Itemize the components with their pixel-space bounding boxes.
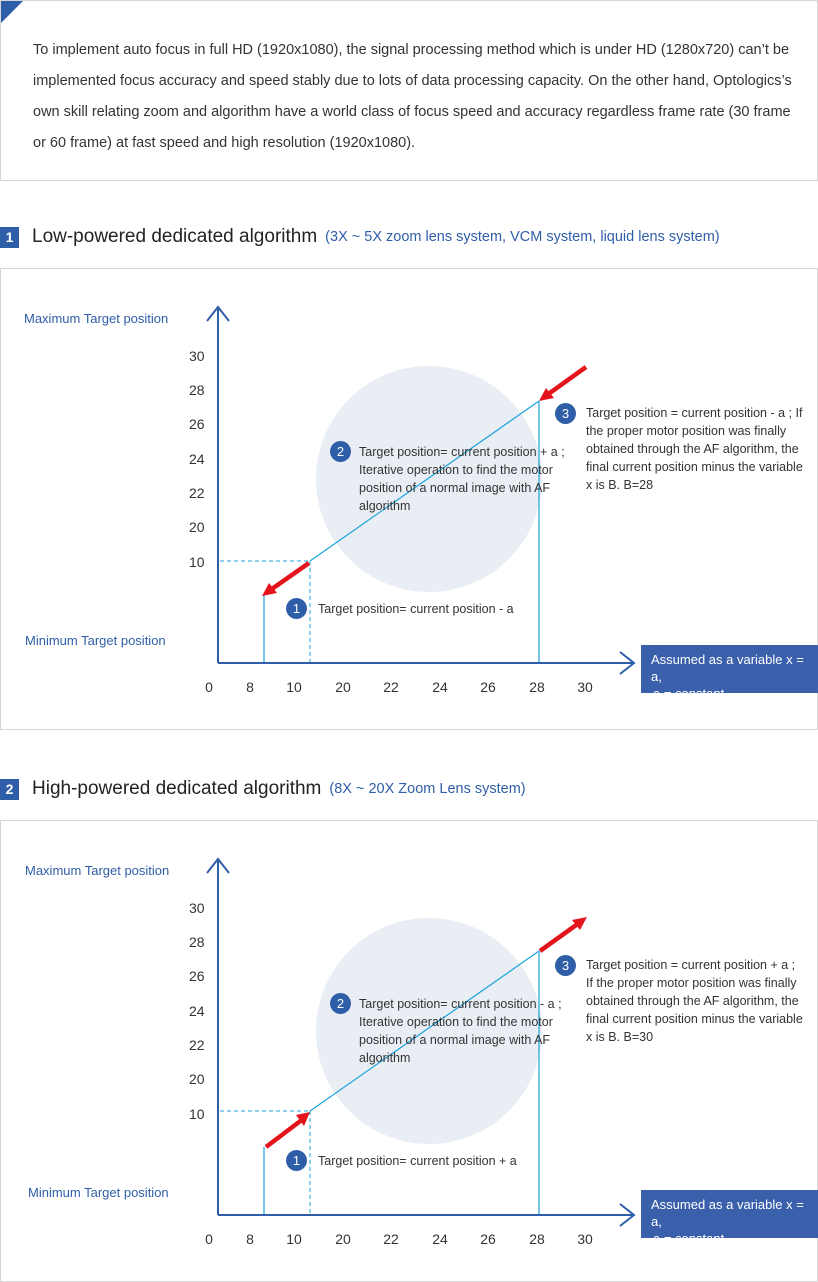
step-1-badge: 1 — [286, 1150, 307, 1171]
y-tick: 24 — [189, 1003, 205, 1019]
y-tick: 24 — [189, 451, 205, 467]
section-2-header: 2 High-powered dedicated algorithm (8X ~… — [0, 777, 526, 801]
intro-box: To implement auto focus in full HD (1920… — [0, 0, 818, 181]
step-1-note: Target position= current position + a — [318, 1154, 517, 1168]
step-3-arrow — [538, 921, 581, 953]
y-tick: 30 — [189, 900, 205, 916]
step-3-arrowhead — [539, 388, 554, 401]
diagram-panel-1: Maximum Target position Minimum Target p… — [0, 268, 818, 730]
section-number: 2 — [0, 778, 19, 800]
step-3-badge: 3 — [555, 955, 576, 976]
section-title: High-powered dedicated algorithm — [32, 778, 322, 799]
x-axis-assumption-box: Assumed as a variable x = a, a = constan… — [641, 645, 818, 701]
y-tick: 28 — [189, 934, 205, 950]
section-number: 1 — [0, 226, 19, 248]
x-tick: 20 — [335, 1231, 351, 1247]
y-min-label: Minimum Target position — [28, 1185, 169, 1200]
y-min-label: Minimum Target position — [25, 633, 166, 648]
diagram-panel-2: Maximum Target position Minimum Target p… — [0, 820, 818, 1282]
iteration-line — [309, 950, 540, 1112]
step-2-note: Target position= current position - a ; … — [359, 997, 562, 1065]
y-tick: 10 — [189, 1106, 205, 1122]
step-2-badge: 2 — [330, 993, 351, 1014]
x-tick: 28 — [529, 1231, 545, 1247]
step-1-arrowhead — [262, 583, 277, 596]
x-tick: 10 — [286, 1231, 302, 1247]
y-tick: 26 — [189, 968, 205, 984]
step-2-badge: 2 — [330, 441, 351, 462]
focus-region-circle — [316, 366, 542, 592]
diagram-1-graphic — [206, 305, 636, 675]
y-tick: 28 — [189, 382, 205, 398]
x-tick: 26 — [480, 679, 496, 695]
y-max-label: Maximum Target position — [24, 311, 169, 326]
y-tick: 26 — [189, 416, 205, 432]
step-3-note: Target position = current position - a ;… — [586, 406, 803, 492]
step-1-arrowhead — [296, 1112, 310, 1126]
diagram-2-graphic — [206, 857, 636, 1227]
x-tick: 26 — [480, 1231, 496, 1247]
y-tick: 22 — [189, 485, 205, 501]
y-tick: 20 — [189, 1071, 205, 1087]
x-tick: 0 — [205, 679, 213, 695]
y-tick: 10 — [189, 554, 205, 570]
section-1-header: 1 Low-powered dedicated algorithm (3X ~ … — [0, 225, 720, 249]
step-3-arrow — [545, 365, 588, 397]
y-max-label: Maximum Target position — [25, 863, 170, 878]
section-subtitle: (3X ~ 5X zoom lens system, VCM system, l… — [325, 229, 720, 245]
focus-region-circle — [316, 918, 542, 1144]
x-tick: 24 — [432, 1231, 448, 1247]
iteration-line — [309, 400, 540, 562]
y-tick: 30 — [189, 348, 205, 364]
x-tick: 24 — [432, 679, 448, 695]
step-1-arrow — [267, 561, 311, 593]
step-3-arrowhead — [572, 917, 587, 930]
x-tick: 30 — [577, 1231, 593, 1247]
x-tick: 10 — [286, 679, 302, 695]
step-3-note: Target position = current position + a ;… — [586, 958, 803, 1044]
y-tick: 22 — [189, 1037, 205, 1053]
x-tick: 22 — [383, 679, 399, 695]
x-tick: 28 — [529, 679, 545, 695]
x-box-line-2: a = constant — [653, 1231, 725, 1246]
x-tick: 8 — [246, 679, 254, 695]
step-2-note: Target position= current position + a ; … — [359, 445, 565, 513]
x-tick: 30 — [577, 679, 593, 695]
step-1-note: Target position= current position - a — [318, 602, 514, 616]
step-1-badge: 1 — [286, 598, 307, 619]
x-box-line-1: Assumed as a variable x = a, — [651, 652, 804, 684]
x-tick: 8 — [246, 1231, 254, 1247]
step-1-arrow — [264, 1117, 305, 1149]
x-axis-arrowhead — [619, 1203, 636, 1227]
x-box-line-1: Assumed as a variable x = a, — [651, 1197, 804, 1229]
x-tick: 20 — [335, 679, 351, 695]
section-title: Low-powered dedicated algorithm — [32, 226, 318, 247]
x-tick: 22 — [383, 1231, 399, 1247]
intro-text: To implement auto focus in full HD (1920… — [33, 42, 792, 151]
x-axis-assumption-box: Assumed as a variable x = a, a = constan… — [641, 1190, 818, 1246]
corner-triangle-icon — [1, 1, 23, 23]
y-tick: 20 — [189, 519, 205, 535]
x-tick: 0 — [205, 1231, 213, 1247]
section-subtitle: (8X ~ 20X Zoom Lens system) — [329, 781, 526, 797]
step-3-badge: 3 — [555, 403, 576, 424]
x-axis-arrowhead — [619, 651, 636, 675]
x-box-line-2: a = constant — [653, 686, 725, 701]
